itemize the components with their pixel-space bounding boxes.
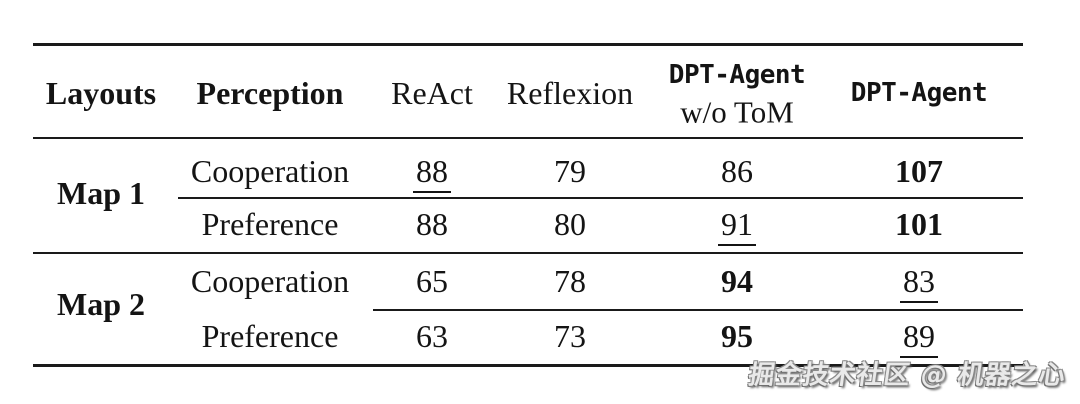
cell-map1-cooperation-dpt-agent: 107	[895, 153, 943, 189]
cell-map1-cooperation-dpt-wo-tom: 86	[721, 153, 753, 189]
cell-map1-preference-react: 88	[416, 206, 448, 242]
cell-map2-cooperation-react: 65	[416, 263, 448, 299]
cell-map2-cooperation-dpt-wo-tom: 94	[721, 263, 753, 299]
cell-map1-cooperation-label: Cooperation	[190, 153, 350, 189]
header-dpt-agent: DPT-Agent	[850, 78, 988, 108]
header-dpt-agent-wo-tom-line2: w/o ToM	[680, 94, 794, 130]
cell-map1-preference-reflexion: 80	[554, 206, 586, 242]
header-dpt-agent-wo-tom-line1: DPT-Agent	[668, 60, 806, 90]
map-separator-rule	[33, 252, 1023, 254]
map2-inner-rule	[373, 309, 1023, 311]
cell-map1-cooperation-react: 88	[413, 155, 451, 193]
map1-inner-rule	[178, 197, 1023, 199]
cell-map1-preference-dpt-wo-tom: 91	[718, 208, 756, 246]
cell-map1-preference-label: Preference	[201, 206, 339, 242]
cell-map2-preference-reflexion: 73	[554, 318, 586, 354]
header-layouts: Layouts	[45, 75, 157, 111]
cell-map2-cooperation-label: Cooperation	[190, 263, 350, 299]
cell-map1-preference-dpt-agent: 101	[895, 206, 943, 242]
header-reflexion: Reflexion	[506, 75, 634, 111]
row-group-map1-label: Map 1	[57, 175, 145, 211]
table-top-rule	[33, 43, 1023, 46]
header-react: ReAct	[391, 75, 473, 111]
cell-map2-cooperation-dpt-agent: 83	[900, 265, 938, 303]
row-group-map2-label: Map 2	[57, 286, 145, 322]
table-bottom-rule	[33, 364, 1023, 367]
cell-map2-preference-react: 63	[416, 318, 448, 354]
cell-map1-cooperation-reflexion: 79	[554, 153, 586, 189]
cell-map2-preference-label: Preference	[201, 318, 339, 354]
header-separator-rule	[33, 137, 1023, 139]
cell-map2-cooperation-reflexion: 78	[554, 263, 586, 299]
header-perception: Perception	[196, 75, 344, 111]
cell-map2-preference-dpt-agent: 89	[900, 320, 938, 358]
community-watermark: 掘金技术社区 @ 机器之心	[746, 360, 1068, 391]
cell-map2-preference-dpt-wo-tom: 95	[721, 318, 753, 354]
